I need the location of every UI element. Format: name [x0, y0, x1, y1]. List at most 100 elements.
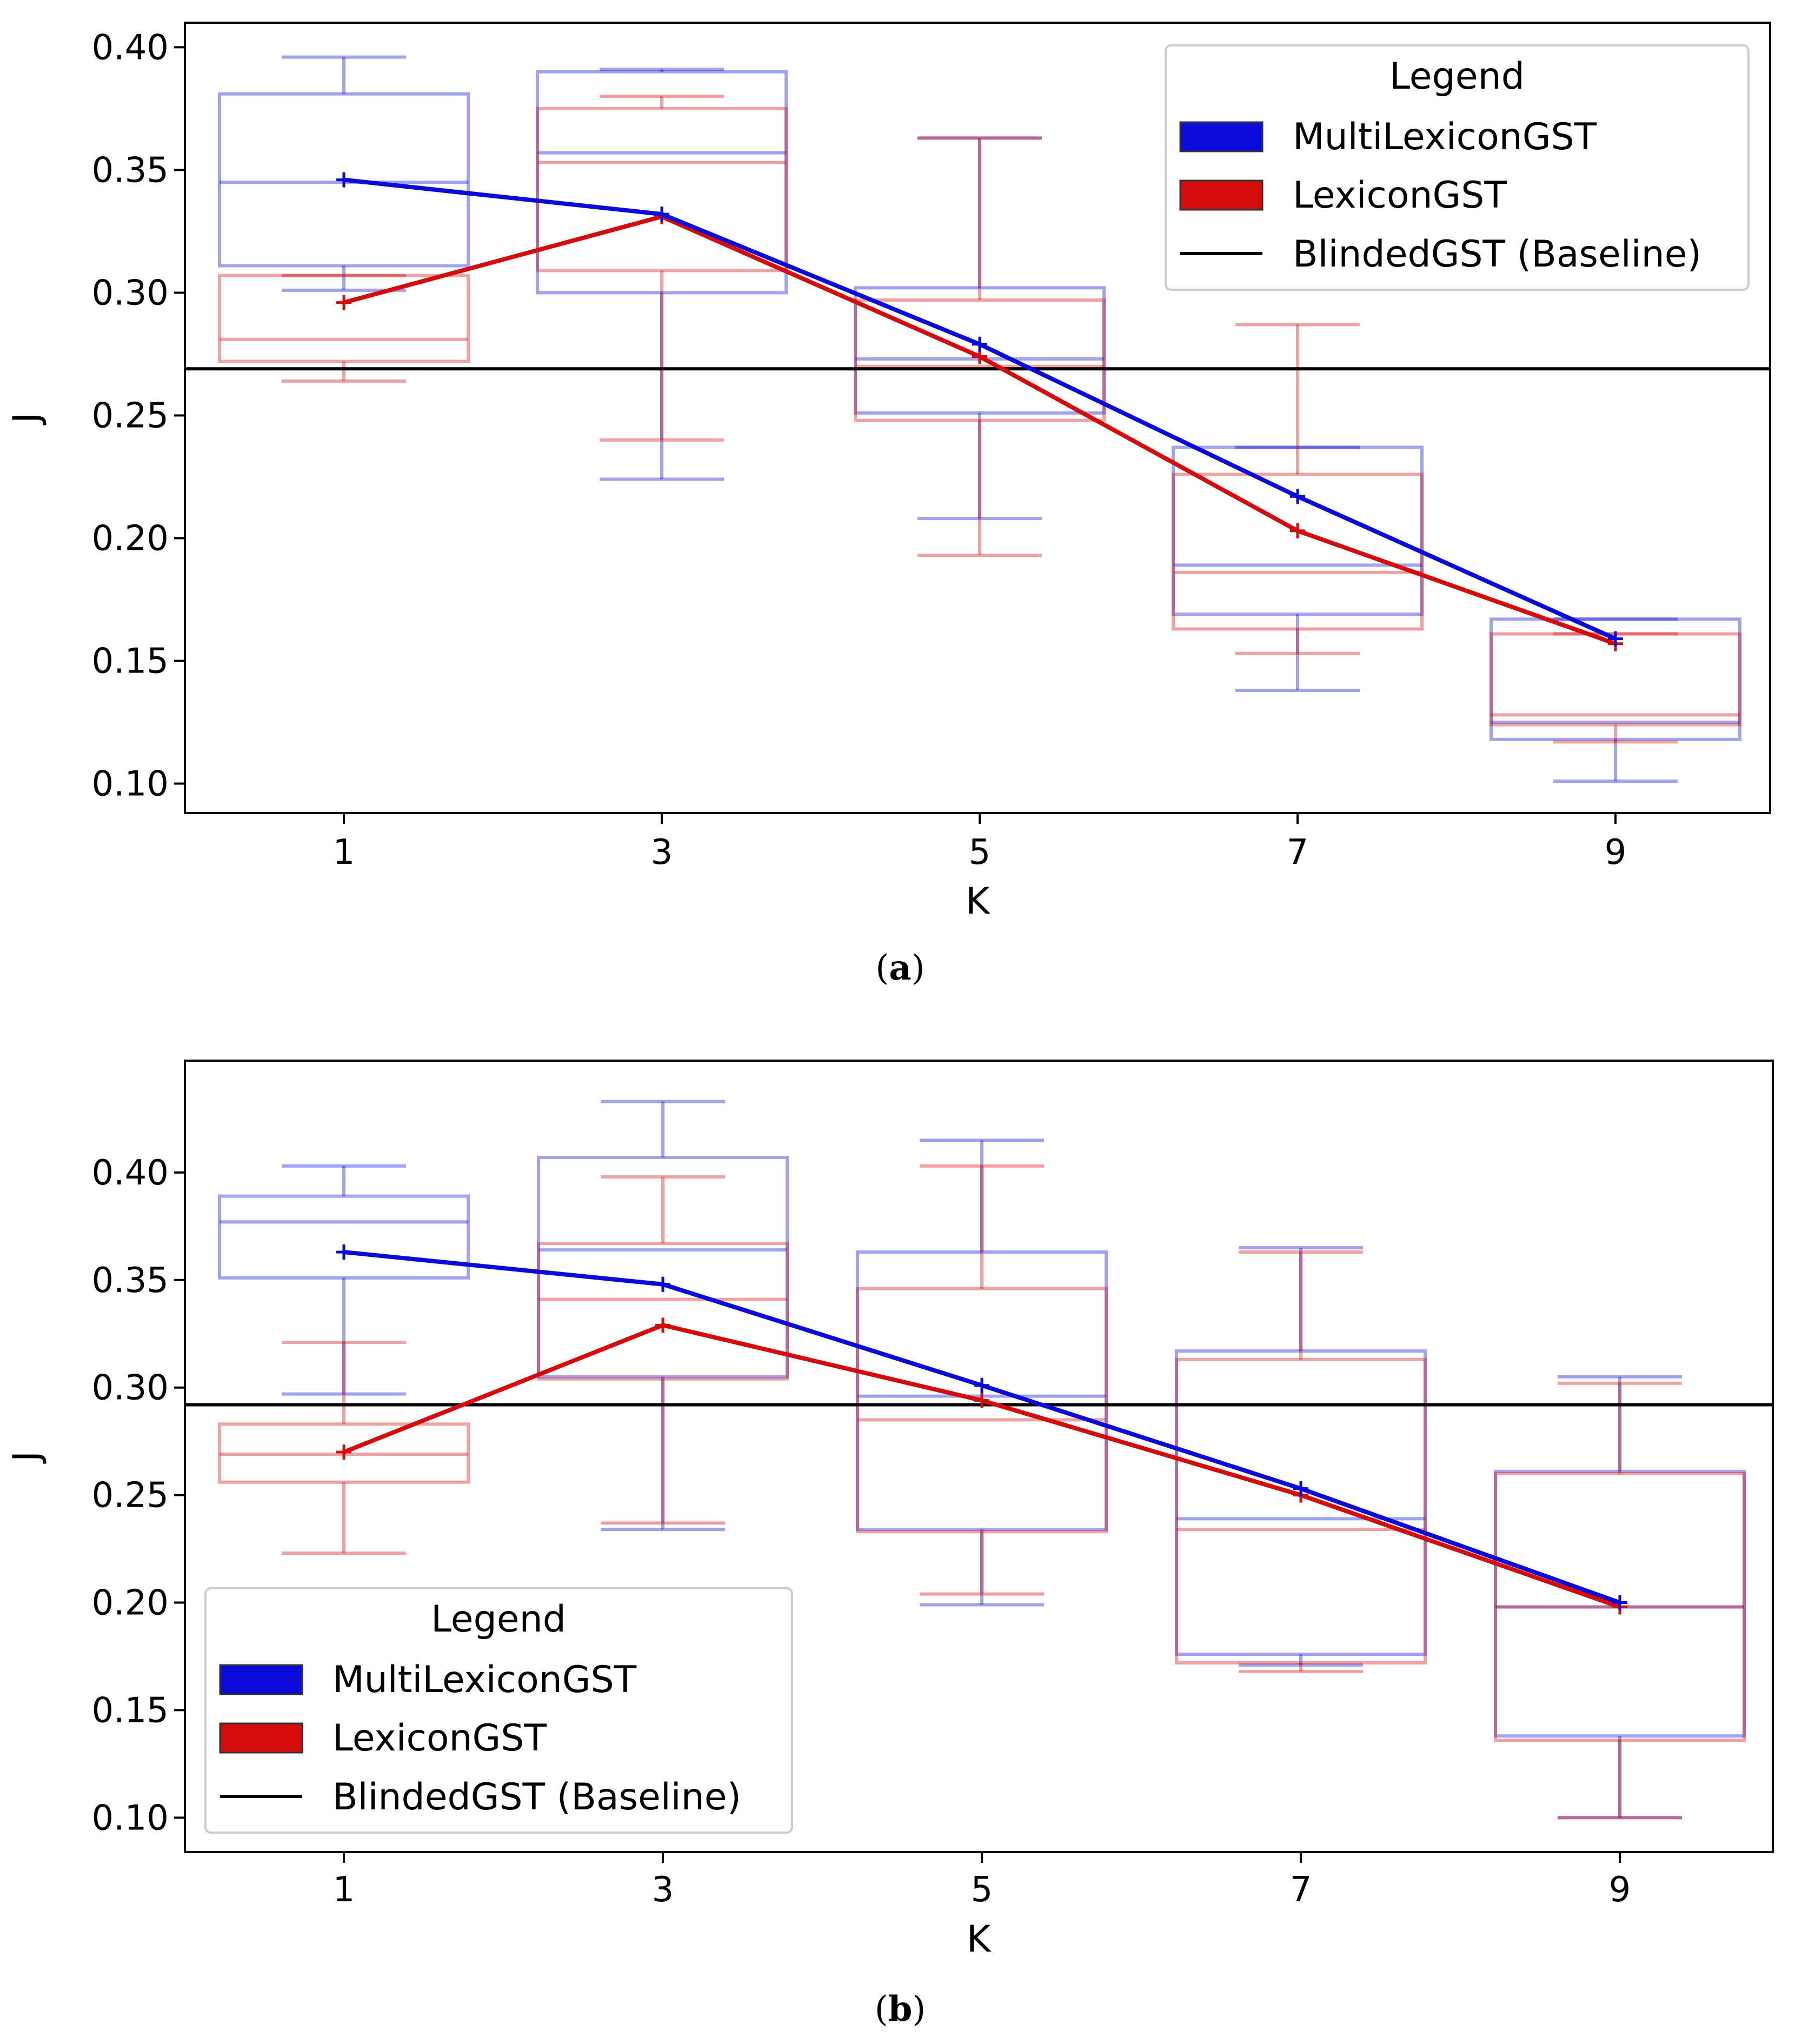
box-iqr: [856, 1250, 1108, 1532]
box-iqr: [854, 286, 1106, 415]
x-tick-label: 3: [652, 1870, 674, 1910]
box-lexicongst-k1: [218, 274, 470, 383]
y-tick-label: 0.35: [92, 1261, 169, 1301]
axis-ticks: 0.10 0.15 0.20 0.25 0.30 0.35 0.40 1 3 5 7 9: [92, 1153, 1631, 1910]
box-iqr: [1494, 1472, 1746, 1742]
box-iqr: [1175, 1357, 1427, 1665]
x-tick-label: 1: [333, 833, 355, 873]
y-tick-label: 0.30: [92, 1368, 169, 1408]
box-lexicongst-k5: [854, 136, 1106, 557]
mean-marker-lexicongst: [336, 295, 351, 310]
x-tick-label: 5: [971, 1870, 993, 1910]
mean-marker-multilexicongst: [972, 336, 987, 352]
legend-swatch-lexicongst: [1179, 179, 1264, 211]
x-tick-label: 9: [1609, 1870, 1631, 1910]
box-multilexicongst-k3: [537, 1100, 789, 1532]
box-multilexicongst-k5: [854, 136, 1106, 521]
box-iqr: [856, 1287, 1108, 1534]
box-multilexicongst-k3: [536, 68, 788, 481]
legend-label-blindedgst-baseline: BlindedGST (Baseline): [333, 1776, 741, 1819]
mean-marker-multilexicongst: [1612, 1595, 1627, 1610]
box-iqr: [537, 1156, 789, 1379]
box-iqr: [537, 1242, 789, 1381]
legend-swatch-lexicongst: [219, 1722, 303, 1754]
y-tick-label: 0.20: [92, 1583, 169, 1623]
mean-marker-lexicongst: [655, 1317, 670, 1333]
mean-marker-lexicongst: [974, 1393, 989, 1408]
x-tick-label: 9: [1605, 833, 1627, 873]
y-tick-label: 0.30: [92, 273, 169, 313]
mean-marker-multilexicongst: [1290, 489, 1305, 504]
box-iqr: [1494, 1469, 1746, 1738]
box-multilexicongst-k1: [218, 1164, 470, 1396]
y-tick-label: 0.10: [92, 764, 169, 804]
plot-area: [185, 1100, 1773, 1820]
legend: Legend MultiLexiconGST LexiconGST Blinde…: [204, 1587, 793, 1834]
legend-frame: [204, 1587, 793, 1834]
mean-marker-multilexicongst: [654, 207, 669, 222]
box-iqr: [854, 298, 1106, 422]
plot-frame: [184, 22, 1771, 814]
x-axis-label: K: [966, 880, 991, 923]
legend-title: Legend: [1389, 55, 1525, 98]
box-iqr: [218, 1194, 470, 1280]
mean-marker-multilexicongst: [655, 1276, 670, 1292]
y-tick-label: 0.10: [92, 1798, 169, 1838]
mean-marker-lexicongst: [1290, 523, 1305, 538]
mean-marker-multilexicongst: [1608, 631, 1623, 647]
axis-ticks: 0.10 0.15 0.20 0.25 0.30 0.35 0.40 1 3 5 7 9: [92, 28, 1627, 873]
box-iqr: [536, 106, 788, 272]
box-iqr: [218, 1422, 470, 1484]
x-axis-label: K: [967, 1918, 992, 1961]
y-tick-label: 0.15: [92, 641, 169, 681]
y-tick-label: 0.25: [92, 396, 169, 436]
mean-marker-multilexicongst: [336, 172, 351, 188]
y-tick-label: 0.40: [92, 1153, 169, 1193]
y-tick-label: 0.20: [92, 518, 169, 558]
box-multilexicongst-k7: [1172, 445, 1424, 692]
box-iqr: [218, 92, 470, 268]
legend-label-multilexicongst: MultiLexiconGST: [1293, 116, 1597, 158]
y-tick-label: 0.15: [92, 1690, 169, 1730]
box-iqr: [1172, 445, 1424, 616]
x-tick-label: 5: [969, 833, 991, 873]
box-iqr: [536, 70, 788, 295]
x-tick-label: 3: [651, 833, 673, 873]
x-tick-label: 7: [1290, 1870, 1312, 1910]
y-axis-label: J: [5, 1451, 48, 1464]
box-iqr: [1175, 1349, 1427, 1656]
legend-title: Legend: [431, 1598, 566, 1641]
box-lexicongst-k5: [856, 1164, 1108, 1596]
box-multilexicongst-k9: [1490, 617, 1741, 783]
plot-area: [185, 55, 1770, 783]
panel-caption: (b): [875, 1989, 926, 2029]
legend-label-lexicongst: LexiconGST: [333, 1717, 547, 1760]
mean-marker-multilexicongst: [974, 1377, 989, 1393]
y-tick-label: 0.25: [92, 1476, 169, 1516]
mean-marker-multilexicongst: [336, 1244, 351, 1260]
box-lexicongst-k3: [537, 1175, 789, 1525]
y-tick-label: 0.40: [92, 28, 169, 68]
legend-label-multilexicongst: MultiLexiconGST: [333, 1659, 637, 1701]
x-tick-label: 1: [333, 1870, 355, 1910]
mean-marker-lexicongst: [336, 1444, 351, 1460]
mean-marker-multilexicongst: [1293, 1481, 1308, 1496]
panel-caption: (a): [875, 948, 925, 988]
panel-b: 0.10 0.15 0.20 0.25 0.30 0.35 0.40 1 3 5 7 9 K J Le…: [5, 1060, 1774, 2029]
panel-a: 0.10 0.15 0.20 0.25 0.30 0.35 0.40 1 3 5 7 9 K J Le…: [5, 22, 1771, 988]
y-tick-label: 0.35: [92, 150, 169, 190]
box-lexicongst-k3: [536, 95, 788, 442]
legend-swatch-multilexicongst: [219, 1664, 303, 1695]
box-multilexicongst-k9: [1494, 1375, 1746, 1820]
x-tick-label: 7: [1287, 833, 1309, 873]
box-iqr: [218, 274, 470, 363]
box-iqr: [1490, 617, 1741, 741]
y-axis-label: J: [5, 412, 48, 425]
legend-frame: [1165, 44, 1750, 291]
legend: Legend MultiLexiconGST LexiconGST Blinde…: [1165, 44, 1750, 291]
legend-swatch-multilexicongst: [1179, 121, 1264, 152]
legend-label-lexicongst: LexiconGST: [1293, 174, 1507, 217]
box-lexicongst-k7: [1175, 1250, 1427, 1673]
plot-frame: [184, 1060, 1774, 1853]
